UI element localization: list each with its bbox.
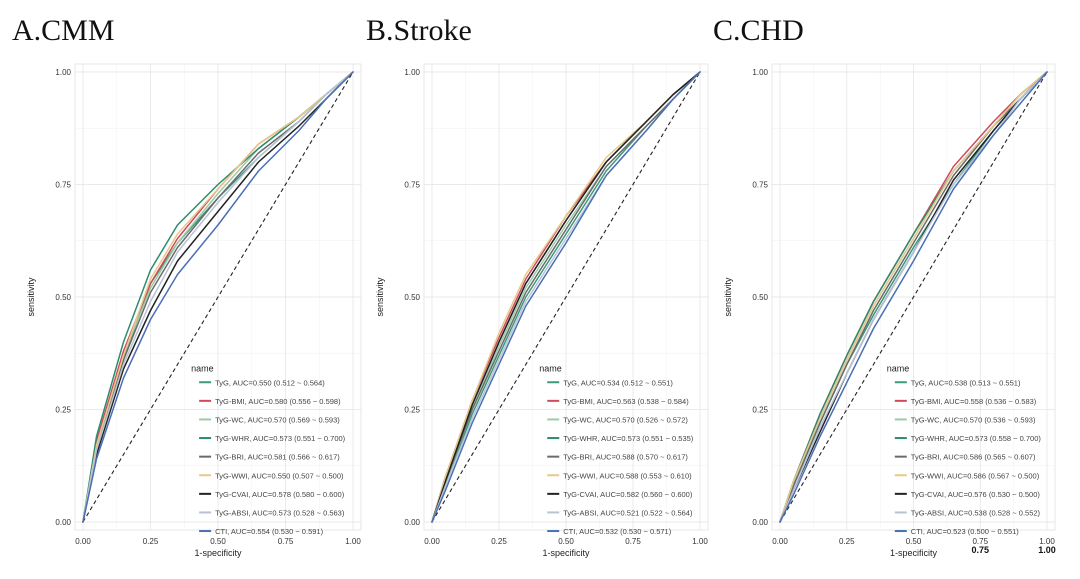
legend-label: TyG-CVAI, AUC=0.582 (0.560 ~ 0.600) <box>563 490 693 499</box>
roc-curve-tyg-absi <box>82 71 354 523</box>
y-axis-title: sensitivity <box>723 277 733 317</box>
legend-label: TyG, AUC=0.538 (0.513 ~ 0.551) <box>911 378 1021 387</box>
x-tick-label: 0.00 <box>772 537 788 546</box>
legend-label: TyG-ABSI, AUC=0.521 (0.522 ~ 0.564) <box>563 508 693 517</box>
y-tick-label: 0.50 <box>404 293 420 302</box>
legend-label: TyG-BMI, AUC=0.563 (0.538 ~ 0.584) <box>563 397 689 406</box>
reference-diagonal <box>431 71 701 523</box>
y-tick-label: 1.00 <box>55 68 71 77</box>
y-tick-label: 0.25 <box>55 406 71 415</box>
roc-curve-tyg-absi <box>779 71 1048 523</box>
roc-curve-tyg-wwi <box>82 71 354 523</box>
y-tick-label: 1.00 <box>404 68 420 77</box>
overlay-x-tick-label: 0.75 <box>971 545 989 555</box>
x-tick-label: 0.75 <box>278 537 294 546</box>
x-tick-label: 0.00 <box>424 537 440 546</box>
reference-diagonal <box>779 71 1048 523</box>
y-tick-label: 0.25 <box>404 406 420 415</box>
legend-label: TyG-CVAI, AUC=0.576 (0.530 ~ 0.500) <box>911 490 1041 499</box>
overlay-x-tick-label: 1.00 <box>1038 545 1056 555</box>
roc-curve-cti <box>431 71 701 523</box>
x-tick-label: 0.25 <box>839 537 855 546</box>
legend-label: TyG-WWI, AUC=0.588 (0.553 ~ 0.610) <box>563 471 692 480</box>
y-tick-label: 0.75 <box>55 181 71 190</box>
x-tick-label: 0.75 <box>625 537 641 546</box>
y-tick-label: 0.50 <box>55 293 71 302</box>
legend-label: TyG-WHR, AUC=0.573 (0.551 ~ 0.700) <box>215 434 346 443</box>
legend-label: TyG-WWI, AUC=0.550 (0.507 ~ 0.500) <box>215 471 344 480</box>
panel-title: A.CMM <box>12 14 115 47</box>
x-tick-label: 0.00 <box>75 537 91 546</box>
y-tick-label: 0.50 <box>752 293 768 302</box>
y-tick-label: 0.25 <box>752 406 768 415</box>
roc-curve-cti <box>82 71 354 523</box>
legend-label: TyG-WC, AUC=0.570 (0.526 ~ 0.572) <box>563 415 688 424</box>
legend-label: TyG, AUC=0.550 (0.512 ~ 0.564) <box>215 378 325 387</box>
legend-title: name <box>191 363 214 373</box>
x-tick-label: 0.75 <box>972 537 988 546</box>
roc-curve-tyg-cvai <box>82 71 354 523</box>
legend-label: TyG-WC, AUC=0.570 (0.536 ~ 0.593) <box>911 415 1036 424</box>
legend-label: TyG-BRI, AUC=0.586 (0.565 ~ 0.607) <box>911 453 1036 462</box>
x-axis-title: 1-specificity <box>890 548 938 558</box>
y-axis-title: sensitivity <box>26 277 36 317</box>
legend-title: name <box>539 363 562 373</box>
legend-label: TyG-WC, AUC=0.570 (0.569 ~ 0.593) <box>215 415 340 424</box>
legend-label: CTI, AUC=0.554 (0.530 ~ 0.591) <box>215 527 323 536</box>
legend-label: TyG, AUC=0.534 (0.512 ~ 0.551) <box>563 378 673 387</box>
legend-label: TyG-ABSI, AUC=0.538 (0.528 ~ 0.552) <box>911 508 1041 517</box>
x-tick-label: 0.25 <box>491 537 507 546</box>
roc-panel-2: B.Stroke 0.00 0.25 0.50 0.75 1.00 0.00 0.25 0.50… <box>366 14 708 558</box>
x-tick-label: 1.00 <box>1039 537 1055 546</box>
roc-panel-3: C.CHD 0.00 0.25 0.50 0.75 1.00 0.00 0.25 0.50 0.7… <box>713 14 1056 558</box>
legend-label: TyG-WHR, AUC=0.573 (0.551 ~ 0.535) <box>563 434 694 443</box>
legend-label: TyG-BRI, AUC=0.581 (0.566 ~ 0.617) <box>215 453 340 462</box>
legend-label: TyG-ABSI, AUC=0.573 (0.528 ~ 0.563) <box>215 508 345 517</box>
reference-diagonal <box>82 71 354 523</box>
roc-panel-1: A.CMM 0.00 0.25 0.50 0.75 1.00 0.00 0.25 0.50 0.7… <box>12 14 361 558</box>
roc-curve-tyg-bri <box>779 71 1048 523</box>
legend-label: TyG-WHR, AUC=0.573 (0.558 ~ 0.700) <box>911 434 1042 443</box>
x-axis-title: 1-specificity <box>194 548 242 558</box>
y-tick-label: 1.00 <box>752 68 768 77</box>
roc-curve-cti <box>779 71 1048 523</box>
legend-label: TyG-BMI, AUC=0.558 (0.536 ~ 0.583) <box>911 397 1037 406</box>
y-tick-label: 0.75 <box>752 181 768 190</box>
roc-curve-tyg-wwi <box>779 71 1048 523</box>
x-axis-title: 1-specificity <box>542 548 590 558</box>
x-tick-label: 0.50 <box>906 537 922 546</box>
x-tick-label: 0.50 <box>210 537 226 546</box>
legend-label: TyG-CVAI, AUC=0.578 (0.580 ~ 0.600) <box>215 490 345 499</box>
legend-label: TyG-WWI, AUC=0.586 (0.567 ~ 0.500) <box>911 471 1040 480</box>
y-axis-title: sensitivity <box>375 277 385 317</box>
x-tick-label: 0.25 <box>143 537 159 546</box>
roc-curve-tyg-cvai <box>431 71 701 523</box>
legend-label: TyG-BMI, AUC=0.580 (0.556 ~ 0.598) <box>215 397 341 406</box>
legend-label: CTI, AUC=0.532 (0.530 ~ 0.571) <box>563 527 671 536</box>
legend-label: TyG-BRI, AUC=0.588 (0.570 ~ 0.617) <box>563 453 688 462</box>
panel-title: C.CHD <box>713 14 804 47</box>
y-tick-label: 0.75 <box>404 181 420 190</box>
x-tick-label: 1.00 <box>692 537 708 546</box>
y-tick-label: 0.00 <box>55 518 71 527</box>
panel-title: B.Stroke <box>366 14 472 47</box>
legend-label: CTI, AUC=0.523 (0.500 ~ 0.551) <box>911 527 1019 536</box>
x-tick-label: 1.00 <box>345 537 361 546</box>
legend-title: name <box>887 363 910 373</box>
y-tick-label: 0.00 <box>752 518 768 527</box>
y-tick-label: 0.00 <box>404 518 420 527</box>
x-tick-label: 0.50 <box>558 537 574 546</box>
